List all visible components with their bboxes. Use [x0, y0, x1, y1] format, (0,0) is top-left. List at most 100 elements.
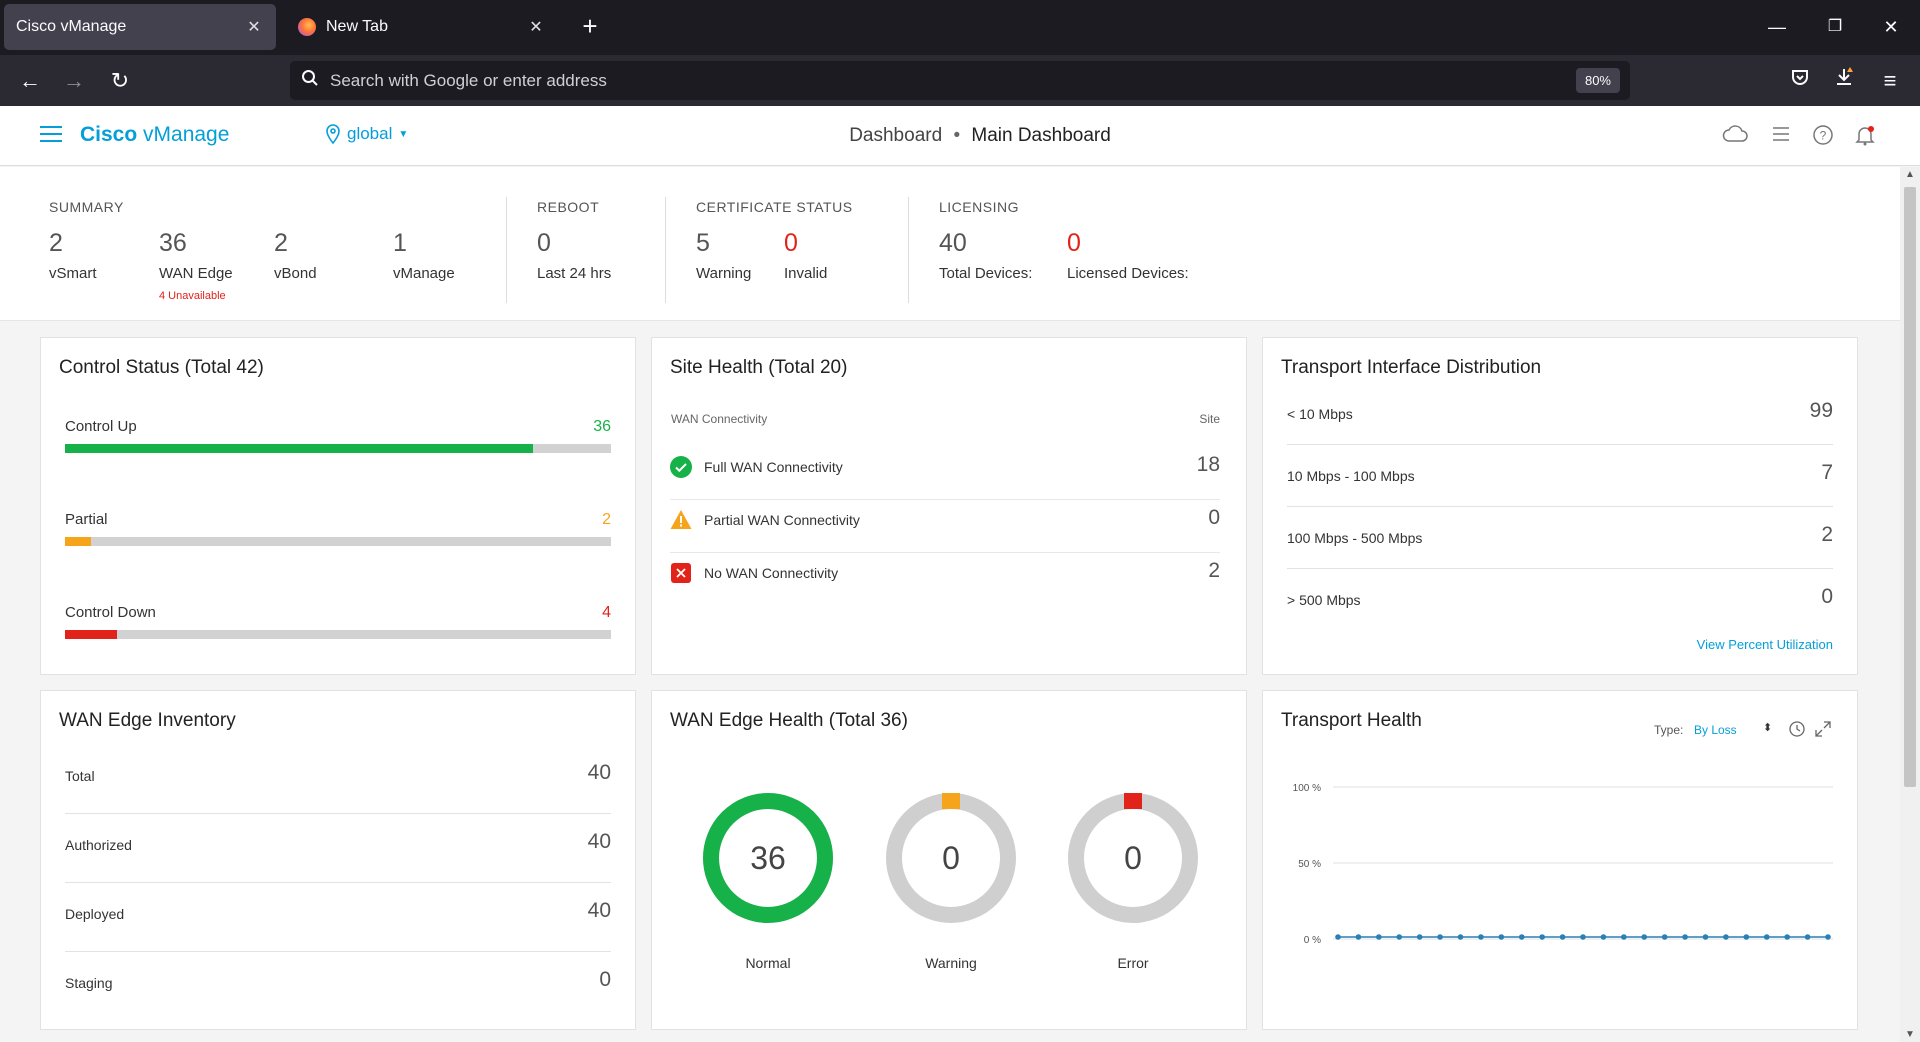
reboot-count[interactable]: 0	[537, 229, 551, 257]
check-circle-icon	[670, 456, 692, 478]
restore-icon[interactable]: ❐	[1827, 18, 1843, 35]
menu-icon[interactable]: ≡	[1883, 68, 1897, 93]
distribution-row[interactable]: 10 Mbps - 100 Mbps 7	[1287, 445, 1833, 507]
cert-invalid-count[interactable]: 0	[784, 229, 798, 257]
pocket-icon[interactable]	[1784, 65, 1816, 97]
type-select[interactable]: By Loss	[1694, 723, 1737, 737]
distribution-row[interactable]: < 10 Mbps 99	[1287, 383, 1833, 445]
data-point[interactable]	[1498, 934, 1505, 940]
task-list-icon[interactable]	[1768, 124, 1794, 150]
cert-warning-count[interactable]: 5	[696, 229, 710, 257]
distribution-row[interactable]: > 500 Mbps 0	[1287, 569, 1833, 631]
vsmart-count[interactable]: 2	[49, 229, 63, 257]
breadcrumb-separator: •	[953, 125, 961, 146]
address-input[interactable]: Search with Google or enter address	[330, 70, 607, 90]
reboot-label: Last 24 hrs	[537, 265, 612, 282]
window-close-icon[interactable]: ✕	[1883, 17, 1899, 37]
full-wan-row[interactable]: Full WAN Connectivity 18	[670, 448, 1220, 500]
reload-icon[interactable]: ↻	[110, 68, 130, 93]
hamburger-menu-icon[interactable]	[40, 126, 62, 144]
breadcrumb-parent[interactable]: Dashboard	[849, 125, 943, 146]
error-donut[interactable]: 0 Error	[1063, 788, 1203, 971]
data-point[interactable]	[1335, 934, 1341, 940]
bell-icon[interactable]	[1852, 124, 1878, 150]
firefox-icon	[298, 18, 316, 36]
card-title: WAN Edge Inventory	[59, 710, 236, 731]
row-label: 100 Mbps - 500 Mbps	[1287, 530, 1423, 546]
page-scrollbar[interactable]: ▲ ▼	[1900, 167, 1920, 1042]
scroll-down-icon[interactable]: ▼	[1905, 1029, 1915, 1040]
sort-caret-icon[interactable]: ⬍	[1763, 722, 1773, 734]
data-point[interactable]	[1539, 934, 1545, 940]
data-point[interactable]	[1723, 934, 1729, 940]
scroll-up-icon[interactable]: ▲	[1905, 169, 1915, 180]
data-point[interactable]	[1621, 934, 1627, 940]
data-point[interactable]	[1763, 934, 1770, 940]
breadcrumb-current: Main Dashboard	[971, 125, 1111, 146]
data-point[interactable]	[1641, 934, 1648, 940]
tab-cisco-vmanage[interactable]: Cisco vManage ✕	[4, 4, 276, 50]
row-value: 0	[1208, 506, 1220, 529]
progress-track	[65, 537, 611, 546]
data-point[interactable]	[1355, 934, 1362, 940]
data-point[interactable]	[1743, 934, 1750, 940]
data-point[interactable]	[1702, 934, 1709, 940]
tab-new-tab[interactable]: New Tab ✕	[286, 4, 558, 50]
scope-selector[interactable]: global ▼	[325, 124, 408, 144]
licensed-devices-count[interactable]: 0	[1067, 229, 1081, 257]
no-wan-row[interactable]: No WAN Connectivity 2	[670, 554, 1220, 606]
error-x-icon	[671, 563, 691, 583]
new-tab-button[interactable]: +	[582, 11, 598, 41]
data-point[interactable]	[1559, 934, 1566, 940]
column-header-site: Site	[1199, 412, 1220, 426]
clock-icon[interactable]	[1788, 720, 1806, 738]
data-point[interactable]	[1376, 934, 1382, 940]
vbond-count[interactable]: 2	[274, 229, 288, 257]
scroll-thumb[interactable]	[1904, 187, 1916, 787]
distribution-row[interactable]: 100 Mbps - 500 Mbps 2	[1287, 507, 1833, 569]
forward-arrow-icon[interactable]: →	[63, 68, 85, 93]
data-point[interactable]	[1518, 934, 1525, 940]
help-icon[interactable]: ?	[1810, 124, 1836, 150]
view-percent-utilization-link[interactable]: View Percent Utilization	[1696, 637, 1833, 652]
inventory-row-deployed[interactable]: Deployed 40	[65, 883, 611, 952]
inventory-row-staging[interactable]: Staging 0	[65, 952, 611, 1021]
data-point[interactable]	[1682, 934, 1688, 940]
close-icon[interactable]: ✕	[247, 19, 261, 36]
data-point[interactable]	[1580, 934, 1586, 940]
data-point[interactable]	[1825, 934, 1831, 940]
data-point[interactable]	[1600, 934, 1607, 940]
wan-edge-count[interactable]: 36	[159, 229, 187, 257]
zoom-level-badge[interactable]: 80%	[1575, 68, 1620, 93]
cloud-icon[interactable]	[1722, 124, 1748, 150]
brand-logo[interactable]: Cisco vManage	[80, 123, 230, 146]
address-bar[interactable]: Search with Google or enter address 80%	[290, 61, 1630, 100]
back-arrow-icon[interactable]: ←	[19, 68, 41, 93]
card-title: WAN Edge Health (Total 36)	[670, 710, 908, 731]
card-title: Site Health (Total 20)	[670, 357, 848, 378]
minimize-icon[interactable]: —	[1768, 17, 1786, 37]
inventory-row-total[interactable]: Total 40	[65, 745, 611, 814]
download-icon[interactable]	[1828, 65, 1860, 97]
inventory-row-authorized[interactable]: Authorized 40	[65, 814, 611, 883]
transport-health-line-chart[interactable]: 100 % 50 % 0 %	[1263, 781, 1857, 971]
data-point[interactable]	[1416, 934, 1423, 940]
warning-donut[interactable]: 0 Warning	[881, 788, 1021, 971]
close-icon[interactable]: ✕	[529, 19, 543, 36]
wan-edge-unavailable-note[interactable]: 4 Unavailable	[159, 290, 226, 302]
cert-invalid-label: Invalid	[784, 265, 828, 282]
column-header-connectivity: WAN Connectivity	[671, 412, 768, 426]
vmanage-count[interactable]: 1	[393, 229, 407, 257]
expand-icon[interactable]	[1814, 720, 1832, 738]
partial-wan-row[interactable]: Partial WAN Connectivity 0	[670, 501, 1220, 553]
data-point[interactable]	[1396, 934, 1403, 940]
normal-donut[interactable]: 36 Normal	[698, 788, 838, 971]
wan-edge-health-card: WAN Edge Health (Total 36) 36 Normal 0 W…	[651, 690, 1247, 1030]
data-point[interactable]	[1804, 934, 1811, 940]
data-point[interactable]	[1478, 934, 1484, 940]
data-point[interactable]	[1661, 934, 1668, 940]
data-point[interactable]	[1457, 934, 1464, 940]
total-devices-count[interactable]: 40	[939, 229, 967, 257]
data-point[interactable]	[1437, 934, 1443, 940]
data-point[interactable]	[1784, 934, 1790, 940]
